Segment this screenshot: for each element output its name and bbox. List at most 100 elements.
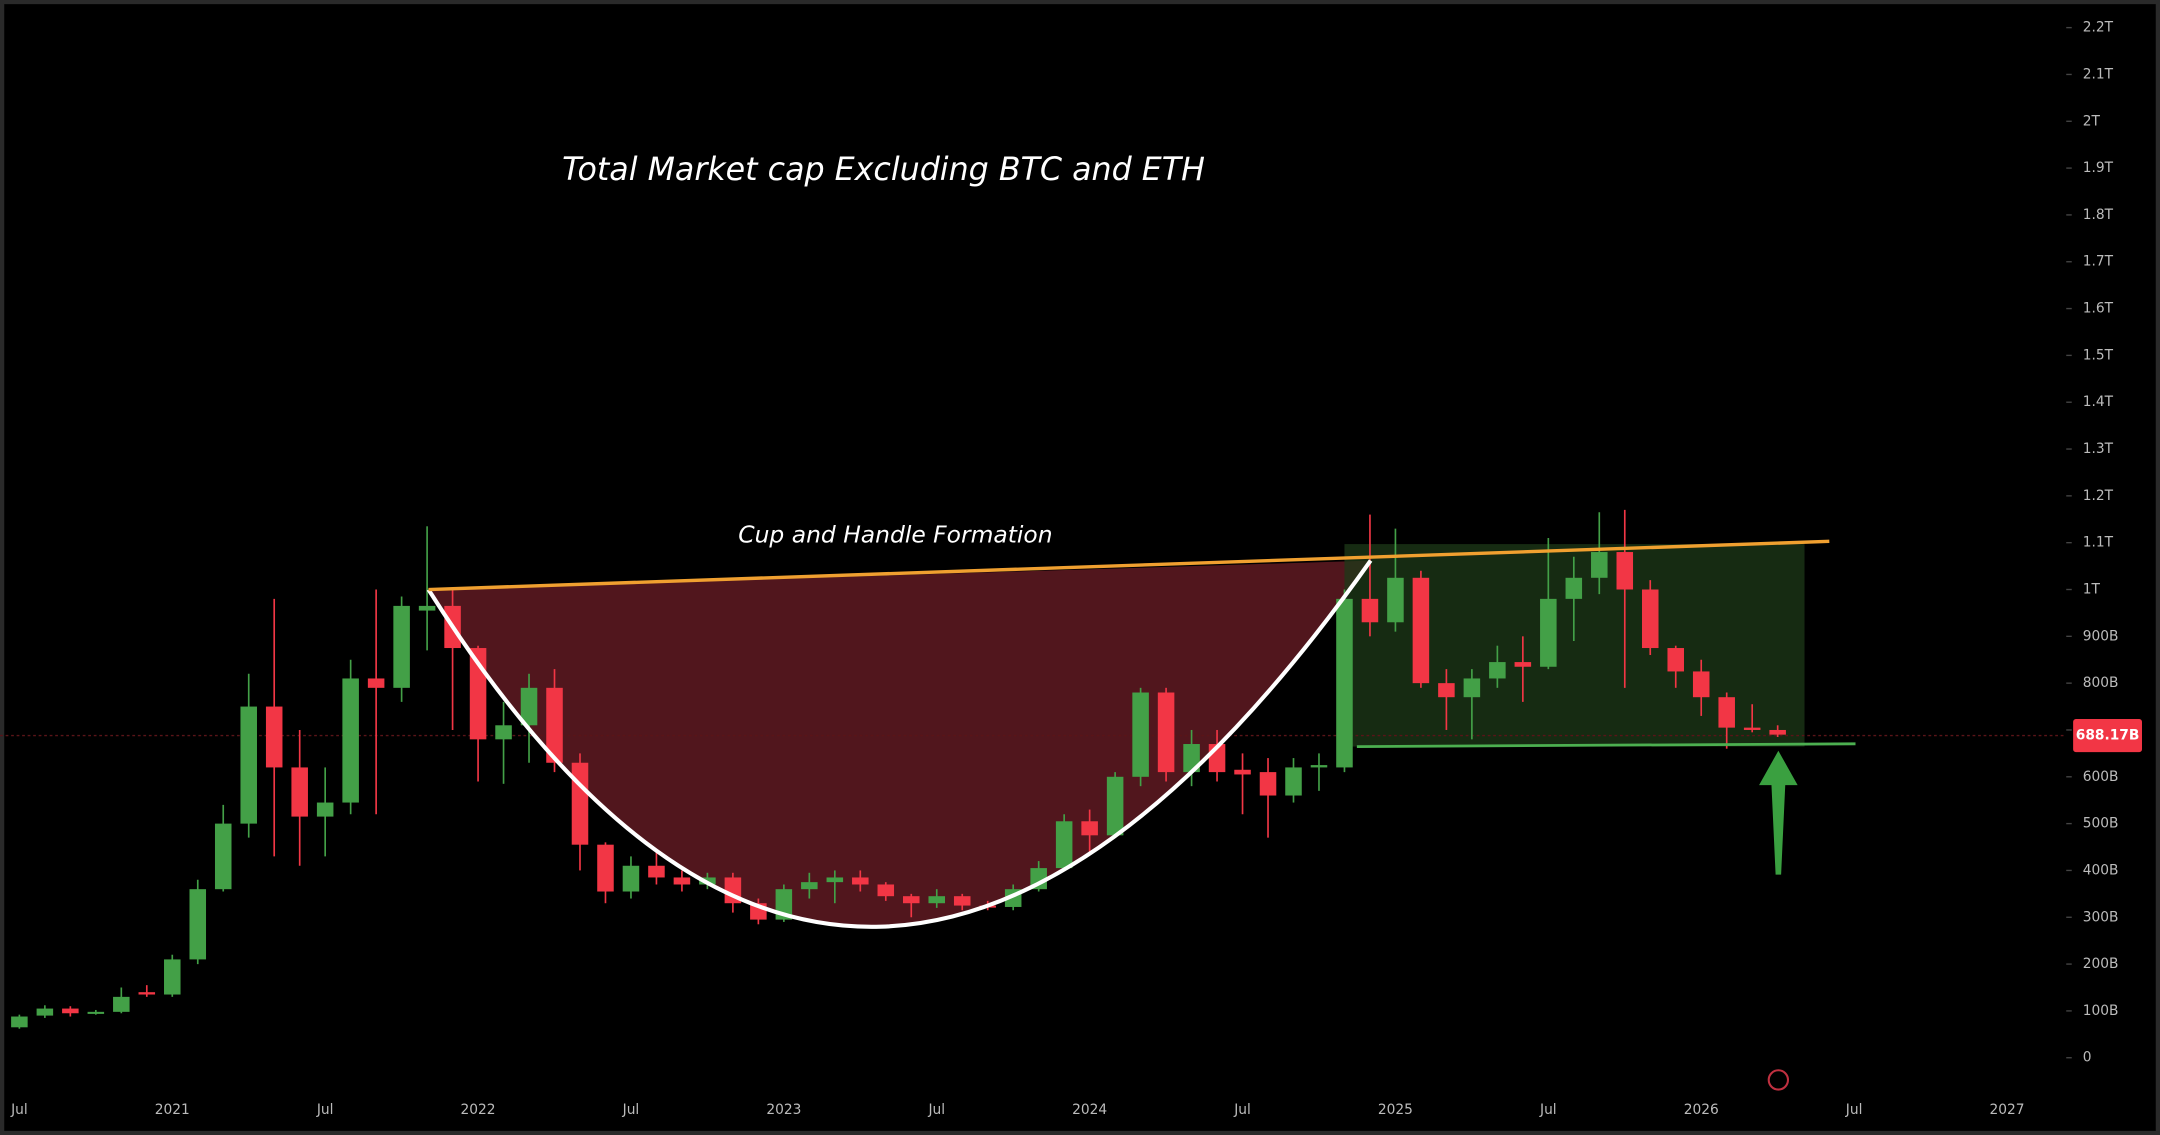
candle-body <box>648 865 665 878</box>
price-label: 688.17B <box>2076 728 2140 744</box>
y-tick-label: 1.9T <box>2083 160 2114 176</box>
candle-body <box>1387 577 1404 623</box>
x-tick-label: 2025 <box>1378 1102 1413 1118</box>
candle-body <box>1081 821 1098 836</box>
x-tick-label: Jul <box>1539 1102 1557 1118</box>
candle-body <box>1132 692 1149 777</box>
candle-body <box>367 678 385 688</box>
resistance-line <box>428 539 1830 592</box>
y-tick-label: 100B <box>2083 1003 2119 1019</box>
x-tick-label: Jul <box>622 1102 640 1118</box>
x-tick-label: Jul <box>1845 1102 1863 1118</box>
candle-body <box>1718 697 1735 728</box>
icon <box>1767 1069 1790 1091</box>
candle-body <box>597 844 614 892</box>
candle-body <box>1591 552 1608 578</box>
candle-body <box>393 605 410 688</box>
candle-body <box>1489 662 1506 679</box>
candle-body <box>826 877 844 883</box>
axes: 0100B200B300B400B500B600B700B800B900B1T1… <box>10 20 2142 1118</box>
candle-body <box>1540 598 1557 667</box>
candle-body <box>801 882 818 890</box>
candle-body <box>138 992 156 995</box>
candle-body <box>1463 678 1481 698</box>
candle-body <box>1438 683 1455 698</box>
candle-body <box>928 896 946 904</box>
candle-body <box>418 605 436 611</box>
candle-body <box>1514 662 1532 667</box>
candle-body <box>1769 729 1786 735</box>
y-tick-label: 200B <box>2083 956 2119 972</box>
candle-body <box>903 896 920 904</box>
y-tick-label: 1.1T <box>2083 535 2114 551</box>
y-tick-label: 1T <box>2083 582 2101 598</box>
x-tick-label: Jul <box>1233 1102 1251 1118</box>
arrow <box>1759 750 1798 875</box>
candle-body <box>1234 769 1251 775</box>
candle-body <box>316 802 334 817</box>
annotation: Cup and Handle Formation <box>738 520 1052 548</box>
candle-body <box>1055 821 1073 869</box>
x-tick-label: 2026 <box>1684 1102 1719 1118</box>
candle-body <box>1183 744 1200 773</box>
x-tick-label: 2024 <box>1072 1102 1107 1118</box>
y-tick-label: 1.8T <box>2083 207 2114 223</box>
x-tick-label: Jul <box>927 1102 945 1118</box>
y-tick-label: 500B <box>2083 816 2119 832</box>
y-tick-label: 1.3T <box>2083 441 2114 457</box>
chart-title: Total Market cap Excluding BTC and ETH <box>562 152 1205 188</box>
candle-body <box>1616 552 1634 590</box>
candle-body <box>87 1011 105 1014</box>
y-tick-label: 1.5T <box>2083 347 2114 363</box>
candle-body <box>1565 577 1583 599</box>
y-tick-label: 900B <box>2083 628 2119 644</box>
support-line <box>1356 742 1856 748</box>
candle-body <box>36 1008 54 1016</box>
candle-body <box>1285 767 1302 796</box>
y-tick-label: 1.4T <box>2083 394 2114 410</box>
y-tick-label: 1.2T <box>2083 488 2114 504</box>
candle-body <box>240 706 257 824</box>
candle-body <box>520 687 538 726</box>
candle-body <box>1667 648 1685 672</box>
x-tick-label: Jul <box>316 1102 334 1118</box>
x-tick-label: 2021 <box>155 1102 190 1118</box>
y-tick-label: 2.2T <box>2083 20 2114 36</box>
candle-body <box>622 865 640 892</box>
candle-body <box>546 687 563 763</box>
candle-body <box>62 1008 79 1014</box>
candle-body <box>1641 589 1659 649</box>
candle-body <box>495 725 512 740</box>
candle-body <box>673 877 691 885</box>
y-tick-label: 2T <box>2083 113 2101 129</box>
y-tick-label: 0 <box>2083 1050 2092 1066</box>
y-tick-label: 800B <box>2083 675 2119 691</box>
y-tick-label: 1.6T <box>2083 301 2114 317</box>
y-tick-label: 300B <box>2083 909 2119 925</box>
candle-body <box>953 896 971 906</box>
drawings-over <box>426 539 1856 1091</box>
candle-body <box>1336 598 1353 768</box>
x-tick-label: 2023 <box>766 1102 801 1118</box>
cup-fill <box>428 560 1371 927</box>
candle-body <box>265 706 283 768</box>
y-tick-label: 600B <box>2083 769 2119 785</box>
candle-body <box>1310 765 1328 768</box>
candle-body <box>1692 671 1710 698</box>
candle-body <box>1106 776 1124 836</box>
candle-body <box>571 762 589 845</box>
candle-body <box>189 889 207 960</box>
x-tick-label: 2022 <box>461 1102 496 1118</box>
x-tick-label: 2027 <box>1989 1102 2024 1118</box>
candle-body <box>113 996 130 1012</box>
candle-body <box>342 678 359 803</box>
candle-body <box>877 884 895 897</box>
y-tick-label: 1.7T <box>2083 254 2114 270</box>
candle-body <box>164 959 181 995</box>
candle-body <box>291 767 308 817</box>
candle-body <box>1157 692 1175 773</box>
candle-body <box>214 823 232 890</box>
